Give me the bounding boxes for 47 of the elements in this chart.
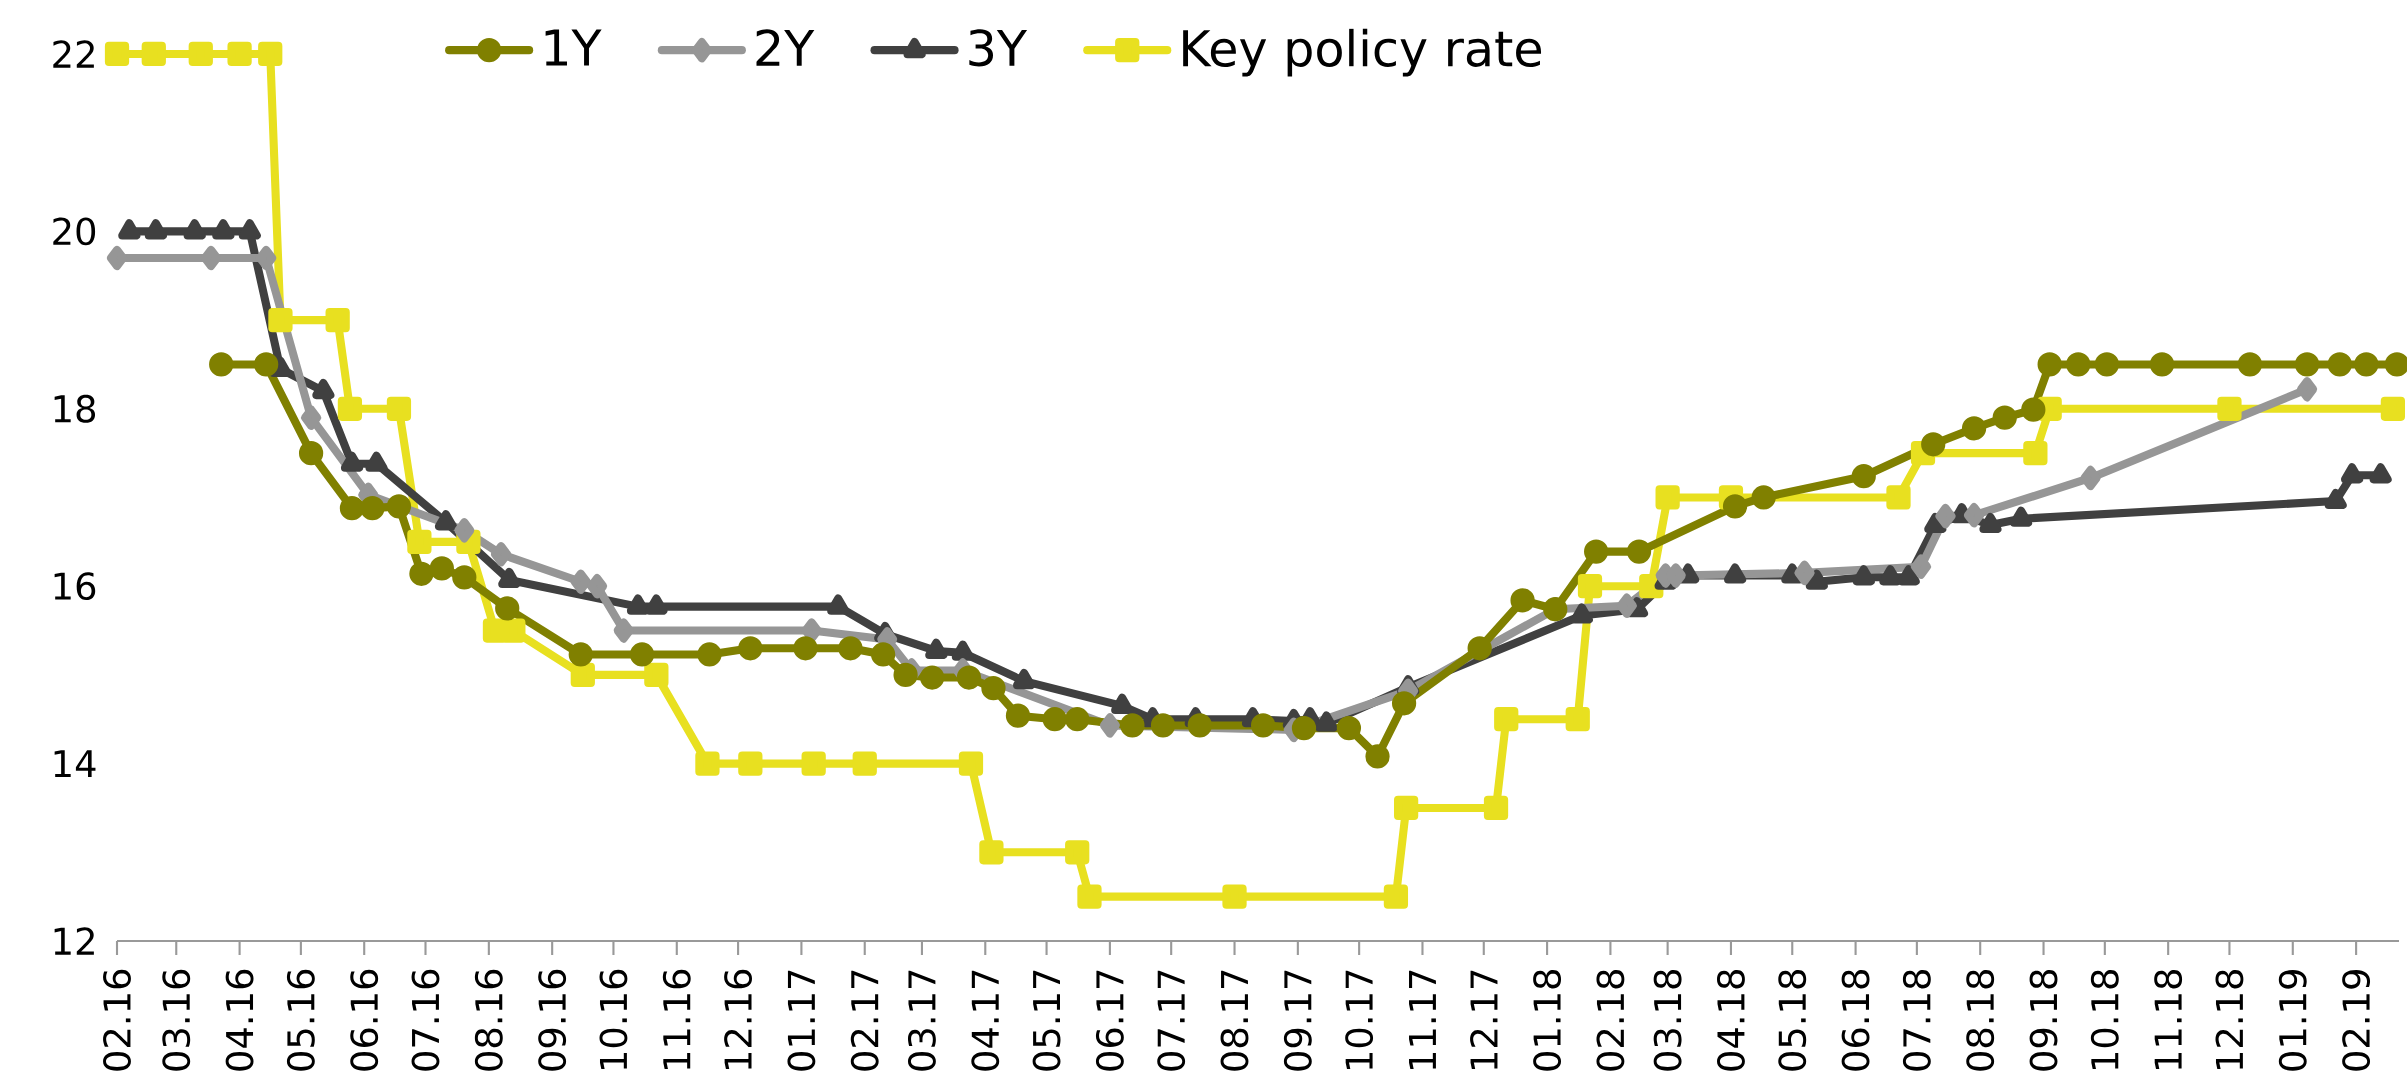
y-tick-label: 16 — [54, 572, 96, 601]
legend-label: Key policy rate — [1183, 28, 1542, 77]
x-tick-label: 10.17 — [1345, 970, 1374, 1070]
x-tick-label: 04.17 — [971, 970, 1000, 1071]
x-tick-label: 11.17 — [1409, 970, 1436, 1070]
x-tick-label: 07.16 — [411, 969, 440, 1071]
x-tick-label: 05.18 — [1778, 970, 1807, 1071]
legend-label: 2Y — [756, 29, 815, 66]
x-tick-label: 02.17 — [850, 970, 879, 1071]
x-tick-label: 05.17 — [1032, 970, 1061, 1071]
x-tick-label: 01.19 — [2278, 970, 2307, 1071]
y-tick-label: 20 — [53, 217, 96, 246]
x-tick-label: 03.18 — [1653, 970, 1682, 1071]
x-tick-label: 12.17 — [1470, 970, 1498, 1070]
x-tick-label: 10.16 — [599, 969, 628, 1070]
y-tick-label: 22 — [53, 40, 94, 68]
x-tick-label: 02.18 — [1596, 970, 1625, 1071]
x-tick-label: 09.16 — [538, 969, 567, 1071]
x-tick-label: 12.18 — [2215, 970, 2244, 1070]
x-tick-label: 11.16 — [662, 969, 691, 1070]
y-tick-label: 18 — [54, 394, 96, 423]
x-tick-label: 04.18 — [1717, 970, 1745, 1071]
x-tick-label: 01.18 — [1533, 970, 1562, 1071]
x-tick-label: 07.17 — [1157, 970, 1186, 1071]
x-tick-label: 02.16 — [103, 969, 131, 1071]
x-tick-label: 03.16 — [162, 969, 191, 1071]
y-tick-label: 14 — [54, 750, 96, 778]
x-tick-label: 03.17 — [907, 970, 936, 1071]
x-tick-label: 04.16 — [225, 969, 254, 1071]
x-tick-label: 08.18 — [1966, 970, 1995, 1071]
x-tick-label: 07.18 — [1902, 970, 1931, 1071]
x-tick-label: 02.19 — [2342, 970, 2371, 1071]
x-tick-label: 06.18 — [1841, 970, 1870, 1071]
y-tick-label: 12 — [54, 927, 94, 955]
x-tick-label: 08.16 — [474, 969, 503, 1071]
x-tick-label: 06.17 — [1095, 970, 1124, 1071]
x-tick-label: 01.17 — [787, 970, 816, 1071]
x-tick-label: 05.16 — [286, 969, 315, 1071]
x-tick-label: 10.18 — [2090, 970, 2119, 1070]
x-tick-label: 09.18 — [2029, 970, 2058, 1071]
legend-label: 1Y — [545, 29, 602, 66]
x-tick-label: 08.17 — [1220, 970, 1249, 1071]
x-tick-label: 09.17 — [1283, 970, 1312, 1071]
x-tick-label: 06.16 — [350, 969, 379, 1071]
legend-label: 3Y — [969, 29, 1028, 67]
x-tick-label: 11.18 — [2154, 970, 2183, 1070]
x-tick-label: 12.16 — [724, 969, 752, 1070]
